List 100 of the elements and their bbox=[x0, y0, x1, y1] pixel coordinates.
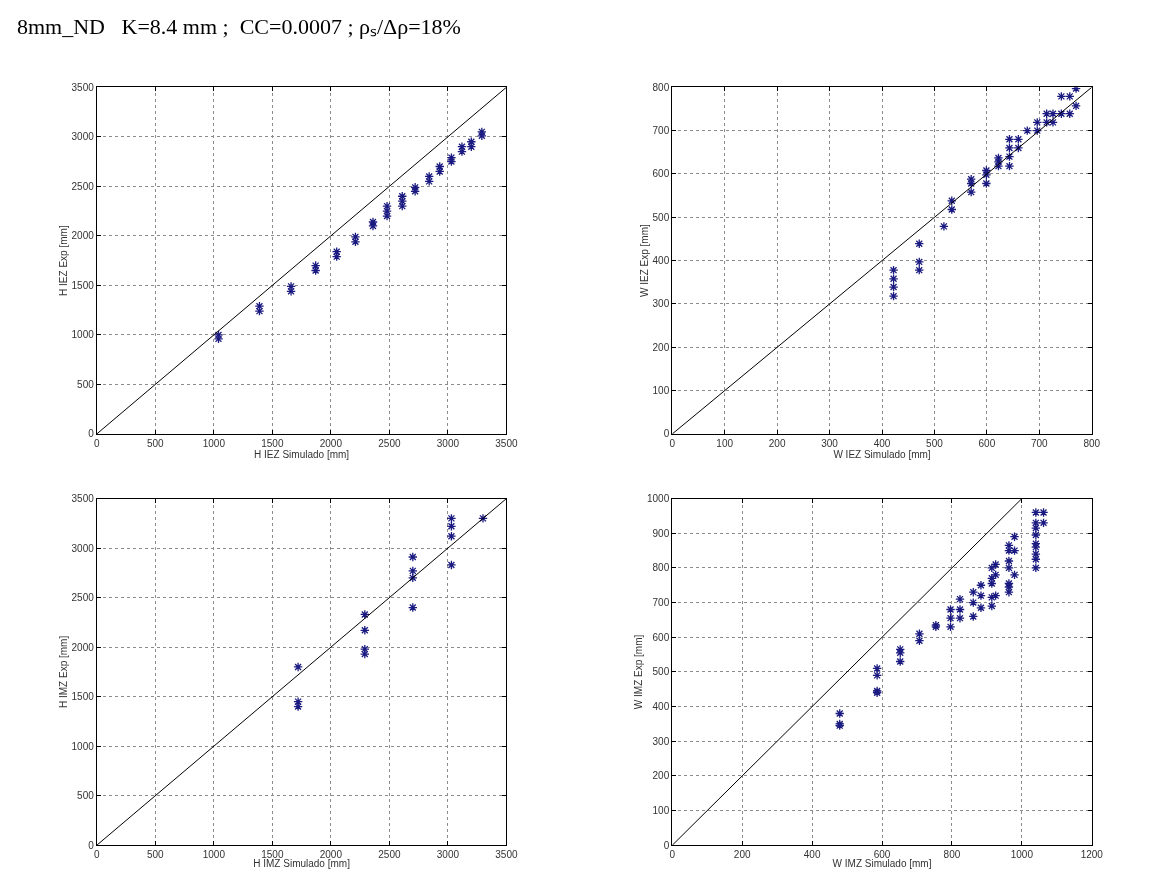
point bbox=[1038, 518, 1049, 528]
x-tick-label: 3500 bbox=[495, 437, 518, 449]
point bbox=[359, 644, 370, 654]
point bbox=[1031, 518, 1041, 528]
y-tick-label: 500 bbox=[652, 666, 670, 678]
x-tick-label: 100 bbox=[716, 437, 734, 449]
x-axis-title: H IEZ Simulado [mm] bbox=[254, 448, 350, 460]
y-tick-label: 3000 bbox=[71, 131, 95, 143]
x-axis-title: W IEZ Simulado [mm] bbox=[833, 448, 931, 460]
y-tick-label: 0 bbox=[88, 839, 95, 851]
point bbox=[382, 206, 392, 216]
y-tick-label: 800 bbox=[652, 81, 670, 93]
point bbox=[1004, 143, 1015, 153]
y-tick-label: 500 bbox=[77, 378, 95, 390]
point bbox=[1004, 151, 1015, 162]
point bbox=[872, 670, 882, 681]
x-tick-label: 400 bbox=[803, 849, 821, 861]
y-tick-label: 700 bbox=[652, 125, 670, 137]
point bbox=[1004, 563, 1014, 573]
x-tick-label: 1000 bbox=[202, 437, 226, 449]
y-tick-label: 3500 bbox=[71, 81, 95, 93]
point bbox=[446, 531, 457, 542]
x-tick-label: 600 bbox=[978, 437, 996, 449]
point bbox=[1004, 134, 1015, 145]
point bbox=[1009, 531, 1020, 542]
y-axis-title: W IMZ Exp [mm] bbox=[633, 634, 645, 710]
y-tick-label: 200 bbox=[652, 341, 670, 353]
y-tick-label: 2000 bbox=[71, 641, 95, 653]
point bbox=[407, 552, 418, 562]
point bbox=[1031, 507, 1041, 518]
x-tick-label: 800 bbox=[943, 849, 961, 861]
x-tick-label: 1200 bbox=[1080, 849, 1104, 861]
point bbox=[368, 221, 378, 231]
point bbox=[990, 559, 1001, 570]
point bbox=[872, 663, 882, 674]
point bbox=[1009, 570, 1020, 580]
point bbox=[1031, 554, 1041, 565]
y-tick-label: 300 bbox=[652, 298, 670, 310]
point bbox=[1056, 91, 1067, 102]
point bbox=[397, 201, 408, 211]
point bbox=[888, 291, 899, 301]
point bbox=[382, 211, 392, 221]
point bbox=[946, 204, 957, 215]
x-tick-label: 800 bbox=[1083, 437, 1101, 449]
x-axis-title: W IMZ Simulado [mm] bbox=[832, 858, 932, 869]
y-tick-label: 0 bbox=[663, 428, 670, 440]
point bbox=[914, 257, 925, 267]
y-tick-label: 800 bbox=[652, 562, 670, 574]
y-tick-label: 300 bbox=[652, 735, 670, 747]
point bbox=[457, 141, 467, 152]
x-tick-label: 500 bbox=[146, 849, 165, 861]
point bbox=[895, 656, 906, 667]
x-tick-label: 2000 bbox=[319, 437, 343, 449]
point bbox=[888, 273, 899, 284]
point bbox=[914, 635, 925, 646]
y-tick-label: 1500 bbox=[71, 691, 95, 703]
point bbox=[359, 649, 370, 659]
point bbox=[945, 604, 956, 615]
point bbox=[1071, 87, 1081, 94]
point bbox=[990, 570, 1001, 580]
point bbox=[446, 560, 457, 570]
point bbox=[446, 521, 457, 532]
x-tick-label: 600 bbox=[873, 849, 891, 861]
point bbox=[955, 594, 965, 604]
point bbox=[446, 513, 457, 524]
point bbox=[986, 601, 997, 611]
point bbox=[359, 609, 370, 620]
y-tick-label: 600 bbox=[652, 168, 670, 180]
x-tick-label: 500 bbox=[146, 437, 165, 449]
point bbox=[955, 604, 965, 615]
y-tick-label: 0 bbox=[663, 839, 670, 851]
y-tick-label: 1500 bbox=[71, 279, 95, 291]
point bbox=[968, 597, 979, 608]
point bbox=[1048, 117, 1058, 128]
point bbox=[888, 282, 899, 292]
point bbox=[1013, 143, 1024, 153]
point bbox=[981, 178, 992, 189]
point bbox=[966, 174, 977, 184]
point bbox=[955, 613, 965, 624]
point bbox=[254, 306, 265, 316]
x-tick-label: 3000 bbox=[436, 437, 460, 449]
point bbox=[914, 238, 925, 249]
y-tick-label: 2000 bbox=[71, 230, 95, 242]
point bbox=[478, 513, 488, 524]
x-tick-label: 200 bbox=[733, 849, 751, 861]
point bbox=[976, 580, 986, 591]
y-tick-label: 100 bbox=[652, 805, 670, 817]
point bbox=[1031, 563, 1041, 573]
point bbox=[914, 628, 925, 639]
point bbox=[834, 708, 845, 719]
x-tick-label: 1000 bbox=[1010, 849, 1034, 861]
point bbox=[993, 161, 1004, 171]
x-tick-label: 3000 bbox=[436, 849, 460, 861]
point bbox=[359, 625, 370, 636]
x-tick-label: 200 bbox=[768, 437, 786, 449]
chart-title: 8mm_ND K=8.4 mm ; CC=0.0007 ; ρₛ/Δρ=18% bbox=[17, 14, 461, 39]
y-tick-label: 600 bbox=[652, 631, 670, 643]
point bbox=[945, 613, 956, 624]
x-tick-label: 2000 bbox=[319, 849, 343, 861]
y-tick-label: 100 bbox=[652, 385, 670, 397]
